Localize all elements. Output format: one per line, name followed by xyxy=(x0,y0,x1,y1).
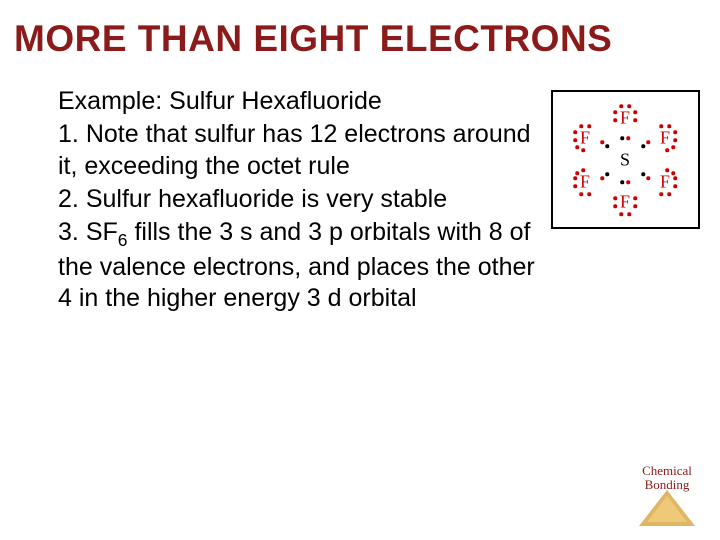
atom-f-bl: F xyxy=(580,172,590,193)
list-num-3: 3. xyxy=(58,218,79,246)
dot xyxy=(605,172,609,176)
dot xyxy=(605,144,609,148)
slide-title: MORE THAN EIGHT ELECTRONS xyxy=(14,18,706,60)
body-text: Example: Sulfur Hexafluoride 1. Note tha… xyxy=(58,86,551,316)
badge-text: Chemical Bonding xyxy=(642,464,692,493)
dot xyxy=(581,148,585,152)
dot xyxy=(627,212,631,216)
list-text-1: Note that sulfur has 12 electrons around… xyxy=(58,120,531,179)
dot xyxy=(587,192,591,196)
dot xyxy=(627,104,631,108)
dot xyxy=(673,130,677,134)
dot xyxy=(600,176,604,180)
dot xyxy=(587,124,591,128)
dot xyxy=(620,136,624,140)
list-item-1: 1. Note that sulfur has 12 electrons aro… xyxy=(58,119,543,182)
dot xyxy=(665,168,669,172)
list-item-2: 2. Sulfur hexafluoride is very stable xyxy=(58,184,543,215)
atom-s: S xyxy=(620,150,630,171)
dot xyxy=(673,184,677,188)
footer-badge: Chemical Bonding xyxy=(632,462,702,526)
dot xyxy=(646,140,650,144)
dot xyxy=(600,140,604,144)
dot xyxy=(626,136,630,140)
dot xyxy=(579,192,583,196)
dot xyxy=(671,171,675,175)
list-text-3: fills the 3 s and 3 p orbitals with 8 of… xyxy=(58,218,535,312)
lewis-diagram: S F F F F F F xyxy=(551,90,700,229)
atom-f-br: F xyxy=(660,172,670,193)
dot xyxy=(665,148,669,152)
dot xyxy=(579,124,583,128)
dot xyxy=(613,204,617,208)
dot xyxy=(633,196,637,200)
dot xyxy=(667,124,671,128)
list-text-2: Sulfur hexafluoride is very stable xyxy=(86,185,447,213)
dot xyxy=(613,196,617,200)
dot xyxy=(659,124,663,128)
dot xyxy=(619,104,623,108)
example-line: Example: Sulfur Hexafluoride xyxy=(58,86,543,117)
triangle-inner-icon xyxy=(647,496,687,522)
atom-f-tl: F xyxy=(580,128,590,149)
dot xyxy=(659,192,663,196)
list-item-3: 3. SF6 fills the 3 s and 3 p orbitals wi… xyxy=(58,217,543,314)
sf6-prefix: SF xyxy=(86,218,118,246)
slide: MORE THAN EIGHT ELECTRONS Example: Sulfu… xyxy=(0,0,720,540)
dot xyxy=(673,138,677,142)
dot xyxy=(573,130,577,134)
dot xyxy=(575,171,579,175)
list-num-1: 1. xyxy=(58,120,79,148)
dot xyxy=(575,145,579,149)
badge-line1: Chemical xyxy=(642,463,692,478)
dot xyxy=(671,145,675,149)
dot xyxy=(641,172,645,176)
dot xyxy=(619,212,623,216)
content-area: Example: Sulfur Hexafluoride 1. Note tha… xyxy=(14,86,706,316)
dot xyxy=(646,176,650,180)
dot xyxy=(573,138,577,142)
dot xyxy=(641,144,645,148)
list-num-2: 2. xyxy=(58,185,79,213)
dot xyxy=(667,192,671,196)
atom-f-bot: F xyxy=(620,192,630,213)
dot xyxy=(633,110,637,114)
dot xyxy=(573,176,577,180)
dot xyxy=(633,204,637,208)
dot xyxy=(626,180,630,184)
dot xyxy=(573,184,577,188)
atom-f-top: F xyxy=(620,108,630,129)
dot xyxy=(673,176,677,180)
dot xyxy=(613,118,617,122)
dot xyxy=(620,180,624,184)
sf6-subscript: 6 xyxy=(118,230,128,250)
dot xyxy=(633,118,637,122)
atom-f-tr: F xyxy=(660,128,670,149)
diagram-inner: S F F F F F F xyxy=(553,92,698,227)
dot xyxy=(613,110,617,114)
dot xyxy=(581,168,585,172)
